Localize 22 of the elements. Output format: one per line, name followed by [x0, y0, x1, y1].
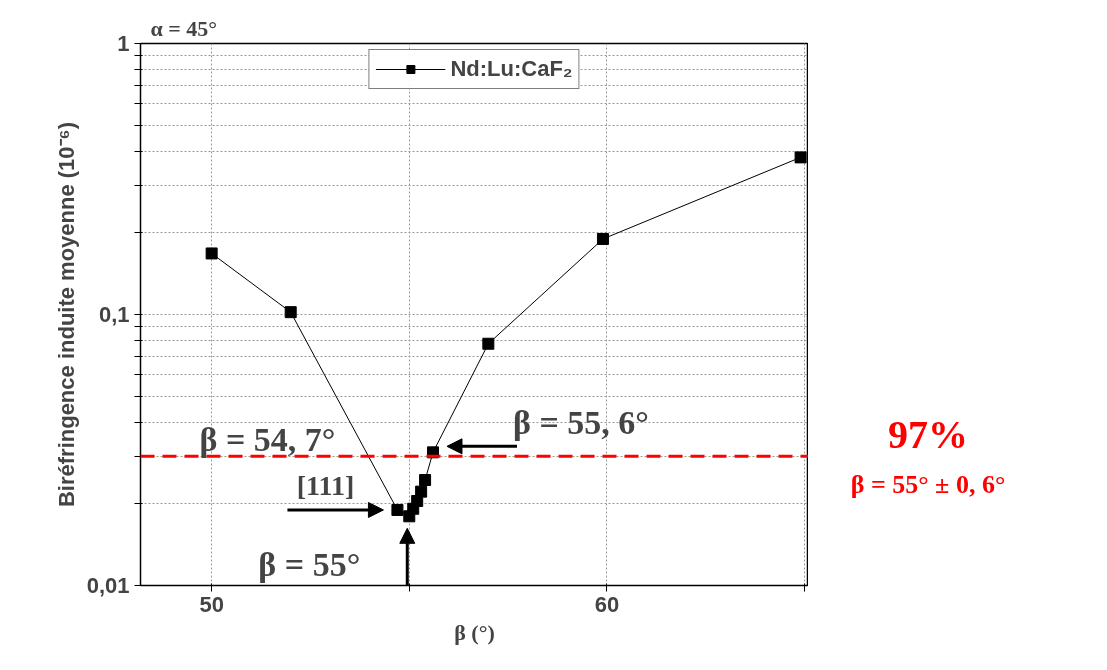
annotation: β = 55° — [258, 545, 361, 583]
legend-label: Nd:Lu:CaF₂ — [450, 56, 573, 82]
y-tick-label: 1 — [117, 31, 130, 56]
y-tick-label: 0,01 — [86, 573, 130, 598]
point — [596, 232, 609, 245]
point — [794, 151, 807, 164]
point — [415, 485, 428, 498]
chart-title: α = 45° — [150, 15, 218, 41]
point — [205, 247, 218, 260]
annotation: [111] — [296, 470, 355, 502]
point — [482, 337, 495, 350]
annotation: β = 54, 7° — [199, 420, 336, 458]
point — [391, 503, 404, 516]
x-tick-label: 50 — [199, 591, 224, 617]
x-tick-label: 60 — [594, 591, 620, 617]
annotation: β = 55, 6° — [513, 403, 649, 441]
y-axis-title: Biréfringence induite moyenne (10⁻⁶) — [53, 121, 79, 508]
ref-line-label: 97% β = 55° ± 0, 6° — [850, 411, 1006, 499]
y-tick-label: 0,1 — [98, 302, 130, 327]
point — [419, 474, 432, 487]
x-axis-title: β (°) — [454, 619, 495, 645]
point — [284, 306, 297, 319]
